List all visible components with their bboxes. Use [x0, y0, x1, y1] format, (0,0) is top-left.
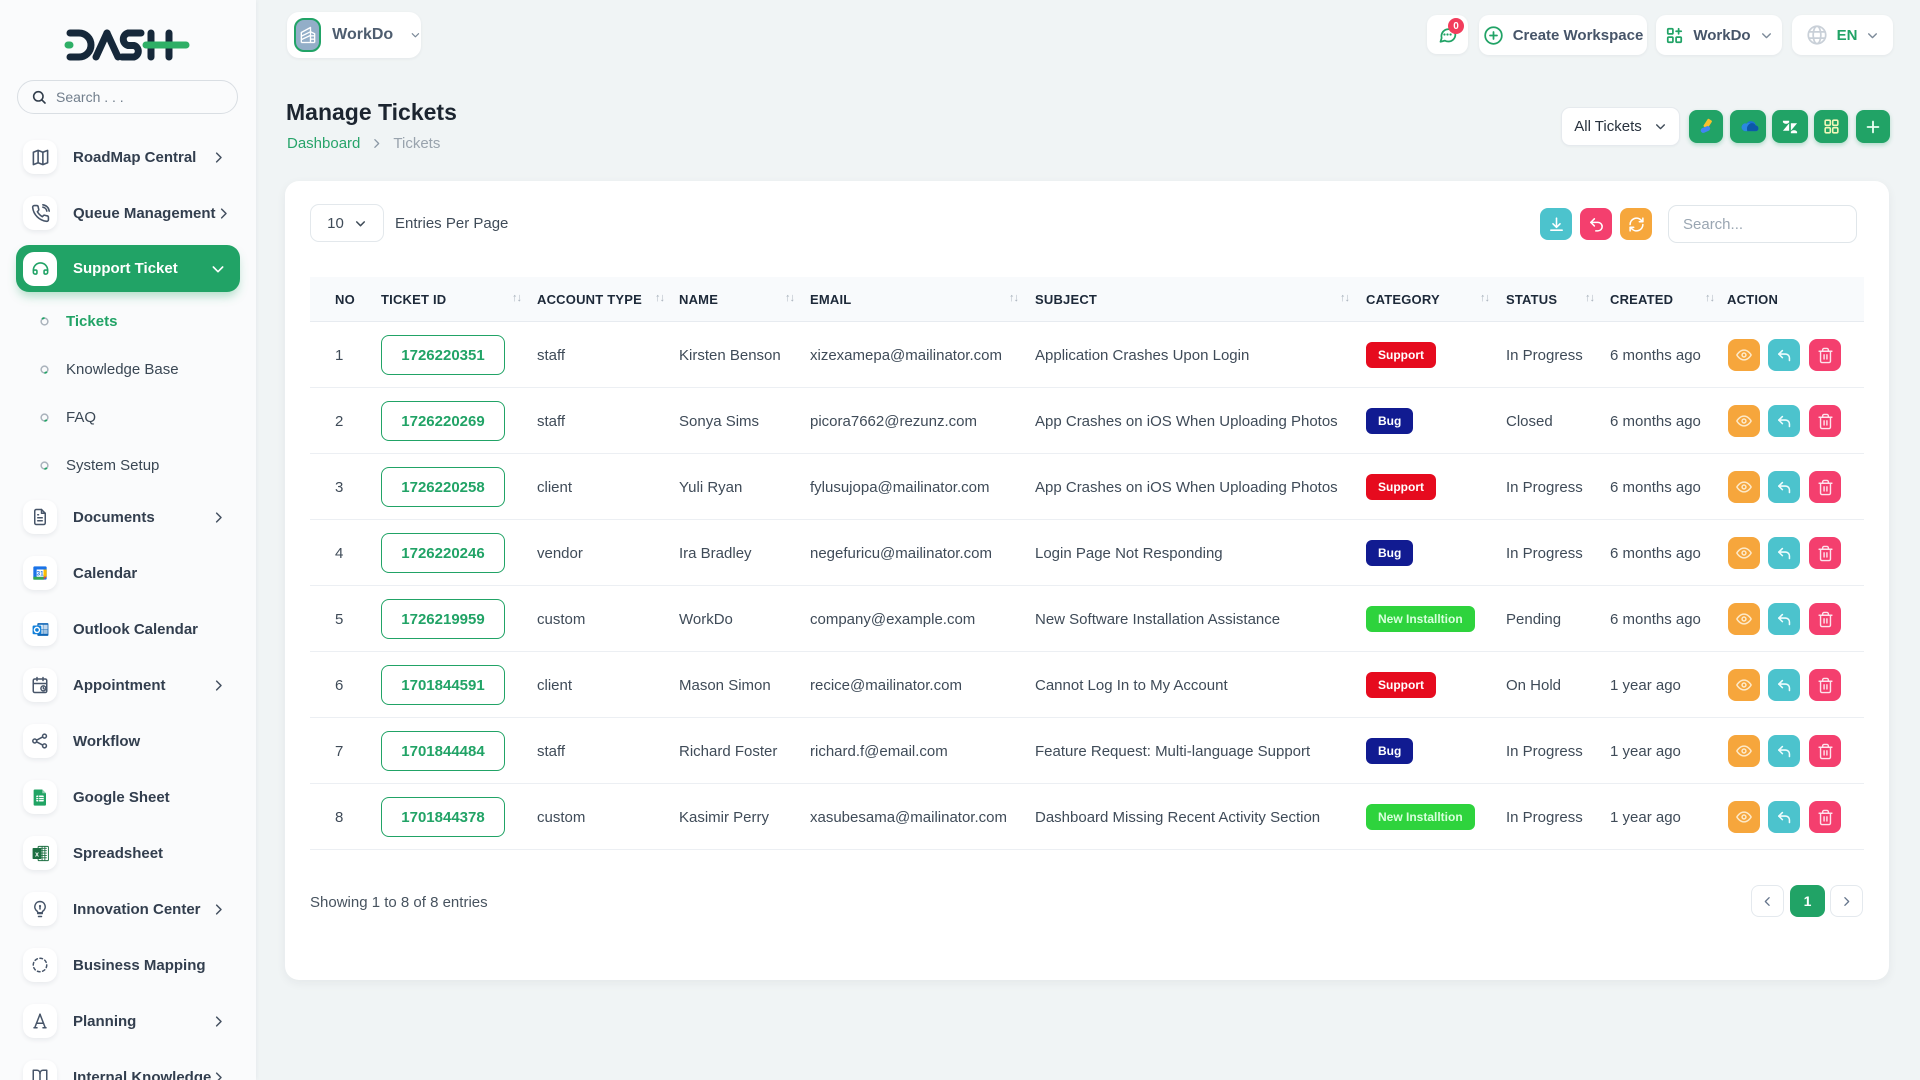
svg-text:x: x	[34, 850, 38, 858]
svg-text:31: 31	[37, 570, 44, 577]
